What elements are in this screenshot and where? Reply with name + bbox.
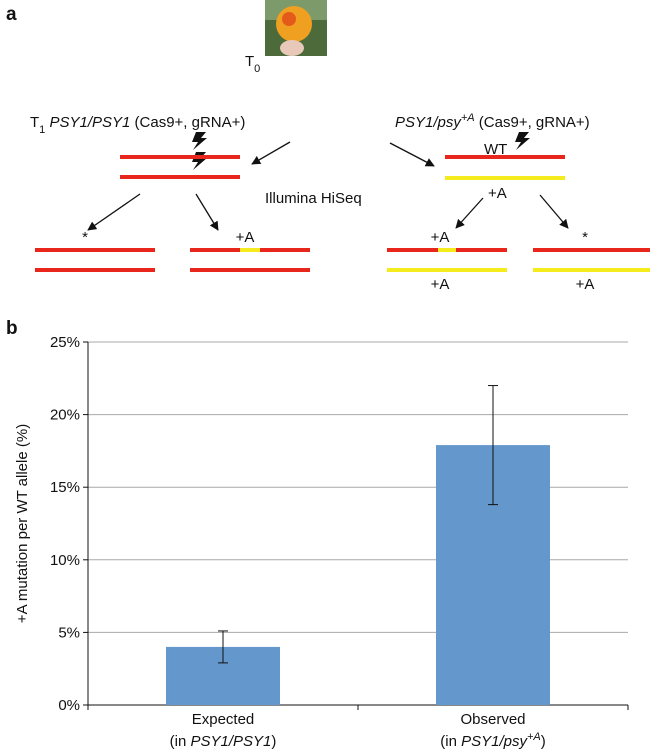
text-part: ) xyxy=(271,733,276,750)
text-part: (Cas9+, gRNA+) xyxy=(475,114,590,131)
genotype-label: T1 PSY1/PSY1 (Cas9+, gRNA+) xyxy=(30,114,245,136)
y-tick-label: 15% xyxy=(50,479,80,496)
fruit-photo xyxy=(265,0,327,56)
dna-strands xyxy=(35,157,650,270)
outcome-label: +A xyxy=(431,229,450,246)
text-part: +A xyxy=(527,731,541,743)
outcome-label: +A xyxy=(236,229,255,246)
photo-label: T0 xyxy=(245,53,260,75)
mutation-label: +A xyxy=(488,185,507,202)
y-axis-label: +A mutation per WT allele (%) xyxy=(14,424,31,623)
sequencer-label: Illumina HiSeq xyxy=(265,190,362,207)
figure: a b T0 T1 PSY1/PSY1 (Cas9+, gRNA+) PSY1/… xyxy=(0,0,654,752)
text-part: +A xyxy=(461,112,475,124)
text-part: PSY1/psy xyxy=(395,114,462,131)
text-part: ) xyxy=(541,733,546,750)
x-tick-label: Expected xyxy=(192,711,255,728)
text-part: (Cas9+, gRNA+) xyxy=(130,114,245,131)
text-part: (in xyxy=(440,733,461,750)
text-part: (in xyxy=(170,733,191,750)
outcome-lower-label: +A xyxy=(576,276,595,293)
outcome-label: * xyxy=(82,229,88,246)
outcome-lower-label: +A xyxy=(431,276,450,293)
y-tick-label: 20% xyxy=(50,407,80,424)
text-part: PSY1/psy xyxy=(461,733,528,750)
y-tick-label: 25% xyxy=(50,334,80,351)
bolts xyxy=(192,132,530,170)
text-part: 0 xyxy=(254,63,260,75)
text-part: T xyxy=(245,53,254,70)
x-tick-note: (in PSY1/PSY1) xyxy=(170,733,277,750)
y-tick-label: 5% xyxy=(58,624,80,641)
text-part: T xyxy=(30,114,39,131)
outcome-label: * xyxy=(582,229,588,246)
text-part: PSY1/PSY1 xyxy=(49,114,130,131)
y-tick-label: 10% xyxy=(50,552,80,569)
panel-label: a xyxy=(6,4,17,25)
y-tick-label: 0% xyxy=(58,697,80,714)
wt-label: WT xyxy=(484,141,507,158)
text-part: PSY1/PSY1 xyxy=(190,733,271,750)
genotype-label: PSY1/psy+A (Cas9+, gRNA+) xyxy=(395,112,590,131)
panel-label: b xyxy=(6,318,18,339)
x-tick-label: Observed xyxy=(460,711,525,728)
x-tick-note: (in PSY1/psy+A) xyxy=(440,731,545,750)
